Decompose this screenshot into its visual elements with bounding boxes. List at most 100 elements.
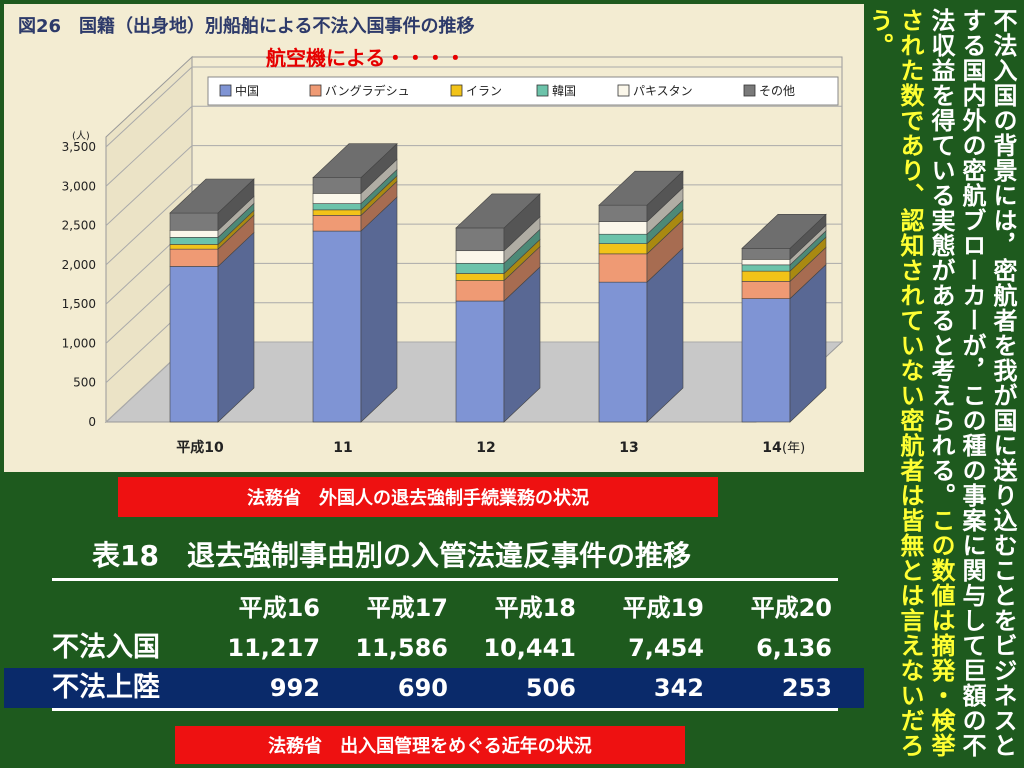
- bar-segment: [312, 193, 362, 204]
- bar-segment: [312, 215, 362, 232]
- chart-title: 図26 国籍（出身地）別船舶による不法入国事件の推移: [18, 16, 475, 37]
- bar-segment-side: [360, 196, 398, 423]
- row-label: 不法上陸: [52, 672, 160, 703]
- x-tick-label: 平成10: [176, 439, 224, 456]
- table-cell: 506: [525, 674, 576, 702]
- source-label-table: 法務省 出入国管理をめぐる近年の状況: [175, 726, 685, 764]
- bar-segment: [312, 209, 362, 216]
- bar-top: [169, 178, 255, 214]
- bar-top: [741, 214, 827, 249]
- y-tick-label: 1,500: [62, 297, 96, 311]
- side-commentary: 不法入国の背景には，密航者を我が国に送り込むことをビジネスとする国内外の密航ブロ…: [866, 8, 1024, 764]
- x-tick-label: 12: [476, 440, 495, 456]
- table-title: 表18 退去強制事由別の入管法違反事件の推移: [92, 539, 691, 572]
- bar-segment: [741, 298, 791, 423]
- table-header-row: 平成16 平成17 平成18 平成19 平成20: [0, 588, 864, 628]
- table-cell: 6,136: [756, 634, 832, 662]
- bar-segment: [455, 262, 505, 274]
- bar-segment: [169, 244, 219, 250]
- legend-swatch: [536, 84, 549, 97]
- bar-top: [312, 143, 398, 178]
- table-cell: 7,454: [628, 634, 704, 662]
- chart-subtitle: 航空機による・・・・: [266, 46, 466, 70]
- bar-segment: [169, 237, 219, 245]
- bar-segment: [169, 229, 219, 238]
- table-cell: 690: [397, 674, 448, 702]
- y-tick-label: 3,500: [62, 140, 96, 154]
- legend-box: [207, 76, 839, 106]
- side-commentary-text: 不法入国の背景には，密航者を我が国に送り込むことをビジネスとする国内外の密航ブロ…: [866, 8, 1018, 764]
- bar-segment: [741, 264, 791, 272]
- stacked-bar-chart: 0 500 1,000 1,500 2,000 2,500 3,000 3,500(人) 平成1…: [62, 55, 844, 456]
- bar-segment: [455, 273, 505, 281]
- chart-panel: 0 500 1,000 1,500 2,000 2,500 3,000 3,500 (人) 平成1…: [4, 4, 864, 472]
- bar-segment: [741, 259, 791, 266]
- bar-segment: [598, 233, 648, 244]
- bar-segment: [169, 248, 219, 267]
- table-row: 不法入国 11,217 11,586 10,441 7,454 6,136: [0, 628, 864, 668]
- y-tick-label: 1,000: [62, 336, 96, 350]
- bar-segment: [455, 250, 505, 264]
- bar-segment: [312, 230, 362, 423]
- y-tick-label: 2,500: [62, 219, 96, 233]
- gridline: [105, 105, 842, 187]
- table-cell: 11,217: [227, 634, 320, 662]
- table-cell: 10,441: [483, 634, 576, 662]
- x-unit-label: (年): [782, 441, 805, 456]
- bar-segment: [455, 280, 505, 302]
- bar-segment: [598, 221, 648, 235]
- bar-segment: [598, 204, 648, 222]
- legend-swatch: [617, 84, 630, 97]
- bar-segment: [598, 253, 648, 283]
- bar-segment: [455, 300, 505, 423]
- y-tick-label: 0: [88, 415, 96, 429]
- gridline: [105, 145, 842, 226]
- x-tick-label: 11: [333, 440, 352, 456]
- table-top-rule: [52, 578, 838, 581]
- bar-segment: [598, 243, 648, 255]
- legend-label: 中国: [235, 83, 259, 98]
- row-label: 不法入国: [52, 632, 160, 663]
- bar-segment: [455, 227, 505, 252]
- column-header: 平成18: [494, 594, 576, 622]
- bar-segment: [312, 177, 362, 194]
- bar-top: [598, 170, 684, 206]
- bar-segment: [598, 281, 648, 423]
- legend-label: イラン: [466, 84, 502, 98]
- bar-segment: [312, 203, 362, 211]
- table-cell: 342: [653, 674, 704, 702]
- table-bottom-rule: [52, 708, 838, 711]
- legend-label: 韓国: [552, 84, 576, 98]
- column-header: 平成16: [238, 594, 320, 622]
- commentary-yellow: この数値は摘発・検挙された数であり、認知されていない密航者は皆無とは言えないだろ…: [866, 8, 955, 758]
- legend-swatch: [219, 84, 232, 97]
- table-cell: 992: [269, 674, 320, 702]
- column-header: 平成20: [750, 594, 832, 622]
- table-row-highlighted: 不法上陸 992 690 506 342 253: [4, 668, 864, 708]
- bar-top: [455, 193, 541, 229]
- commentary-white: 不法入国の背景には，密航者を我が国に送り込むことをビジネスとする国内外の密航ブロ…: [927, 8, 1017, 758]
- bar-segment: [169, 212, 219, 231]
- legend-swatch: [309, 84, 322, 97]
- bar-segment: [741, 248, 791, 260]
- legend-label: パキスタン: [633, 84, 693, 98]
- legend-label: その他: [759, 84, 795, 98]
- legend-swatch: [743, 84, 756, 97]
- bar-segment: [741, 270, 791, 282]
- y-tick-label: 3,000: [62, 179, 96, 193]
- bar-segment: [741, 281, 791, 299]
- x-tick-label: 13: [619, 440, 638, 456]
- table-cell: 253: [781, 674, 832, 702]
- legend-swatch: [450, 84, 463, 97]
- bar-segment: [169, 266, 219, 423]
- column-header: 平成19: [622, 594, 704, 622]
- y-unit-label: (人): [72, 130, 90, 142]
- column-header: 平成17: [366, 594, 448, 622]
- legend-label: バングラデシュ: [325, 83, 410, 98]
- y-tick-label: 2,000: [62, 258, 96, 272]
- source-label-chart: 法務省 外国人の退去強制手続業務の状況: [118, 477, 718, 517]
- gridline: [105, 66, 842, 148]
- y-tick-label: 500: [73, 376, 96, 390]
- x-tick-label: 14: [762, 440, 782, 456]
- table-cell: 11,586: [355, 634, 448, 662]
